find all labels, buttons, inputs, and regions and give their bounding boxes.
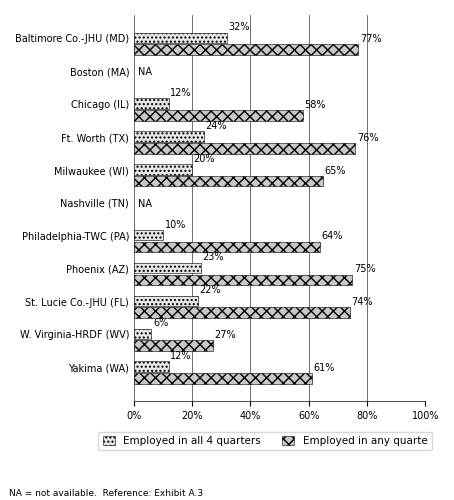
Text: 23%: 23% [202, 252, 224, 262]
Bar [134, 98, 169, 109]
Bar [134, 262, 201, 274]
Text: 10%: 10% [164, 220, 186, 230]
Bar [134, 230, 163, 240]
Text: 58%: 58% [304, 100, 326, 110]
Bar [134, 242, 321, 252]
Text: 32%: 32% [229, 22, 250, 32]
Bar [134, 143, 355, 154]
Text: 64%: 64% [322, 232, 343, 241]
Legend: Employed in all 4 quarters, Employed in any quarte: Employed in all 4 quarters, Employed in … [99, 432, 432, 450]
Text: 12%: 12% [170, 351, 192, 361]
Bar [134, 131, 204, 141]
Bar [134, 340, 212, 351]
Bar [134, 328, 152, 339]
Bar [134, 32, 227, 43]
Bar [134, 164, 192, 174]
Text: 65%: 65% [325, 166, 346, 175]
Bar [134, 362, 169, 372]
Text: 75%: 75% [354, 264, 375, 274]
Text: 6%: 6% [153, 318, 168, 328]
Bar [134, 44, 358, 55]
Text: NA = not available.  Reference: Exhibit A.3: NA = not available. Reference: Exhibit A… [9, 488, 203, 498]
Text: NA: NA [138, 198, 153, 208]
Text: 27%: 27% [214, 330, 236, 340]
Text: 61%: 61% [313, 363, 335, 373]
Text: 74%: 74% [351, 297, 372, 307]
Bar [134, 274, 352, 285]
Bar [134, 296, 198, 306]
Text: 77%: 77% [360, 34, 381, 44]
Text: 20%: 20% [194, 154, 215, 164]
Text: 76%: 76% [357, 133, 378, 143]
Text: 22%: 22% [199, 286, 221, 296]
Bar [134, 176, 323, 186]
Text: 24%: 24% [205, 121, 227, 131]
Bar [134, 308, 350, 318]
Text: 12%: 12% [170, 88, 192, 98]
Text: NA: NA [138, 67, 153, 77]
Bar [134, 373, 311, 384]
Bar [134, 110, 303, 120]
